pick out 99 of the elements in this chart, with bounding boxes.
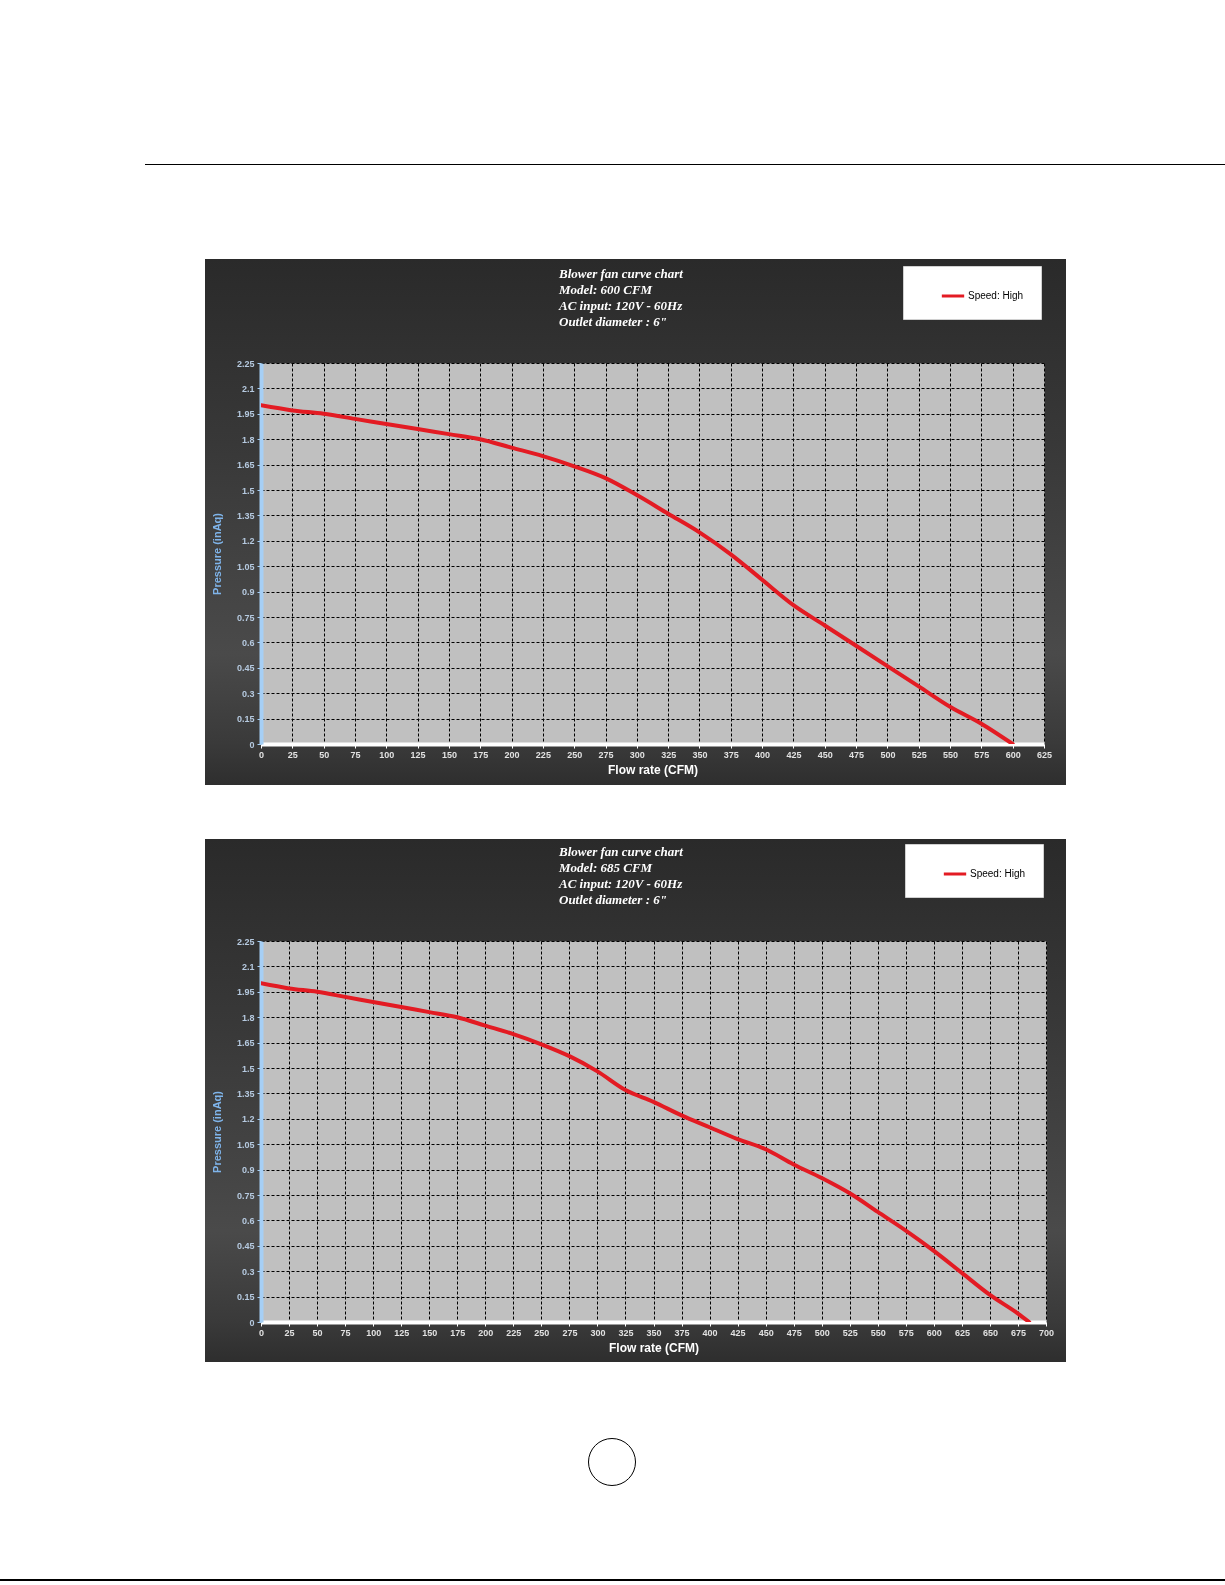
x-tick-label: 375: [723, 749, 739, 760]
y-tick-label: 0.15: [236, 714, 255, 725]
y-tick-label: 1.8: [241, 434, 255, 445]
x-tick-label: 500: [814, 1327, 830, 1338]
y-tick-label: 1.2: [241, 1114, 255, 1125]
x-tick-label: 275: [598, 749, 614, 760]
x-tick-label: 50: [312, 1327, 323, 1338]
y-tick-label: 0.3: [241, 688, 255, 699]
y-axis-title: Pressure (inAq): [210, 512, 223, 595]
x-tick-label: 350: [692, 749, 708, 760]
y-tick-label: 1.8: [241, 1012, 255, 1023]
x-tick-label: 250: [534, 1327, 550, 1338]
y-tick-label: 2.25: [236, 936, 255, 947]
x-tick-label: 525: [842, 1327, 858, 1338]
y-tick-label: 0.45: [236, 1241, 255, 1252]
line-series: [261, 981, 1032, 1322]
x-tick-label: 600: [926, 1327, 942, 1338]
y-tick-label: 0: [249, 1317, 255, 1328]
y-tick-label: 0.75: [236, 612, 255, 623]
x-tick-label: 550: [943, 749, 959, 760]
x-tick-label: 625: [1036, 749, 1053, 760]
x-tick-label: 100: [366, 1327, 382, 1338]
x-tick-label: 500: [880, 749, 896, 760]
x-tick-label: 700: [1038, 1327, 1055, 1338]
y-axis-title: Pressure (inAq): [210, 1090, 223, 1173]
y-tick-label: 1.05: [236, 561, 255, 572]
y-tick-label: 1.5: [241, 485, 255, 496]
x-tick-label: 675: [1010, 1327, 1026, 1338]
x-tick-label: 25: [284, 1327, 295, 1338]
y-tick-label: 1.05: [236, 1139, 255, 1150]
y-tick-label: 2.1: [241, 383, 255, 394]
x-tick-label: 300: [629, 749, 645, 760]
y-tick-label: 0.6: [241, 1215, 255, 1226]
chart-title: Blower fan curve chart: [558, 265, 684, 281]
x-tick-label: 475: [786, 1327, 802, 1338]
x-tick-label: 0: [258, 1327, 265, 1338]
x-tick-label: 325: [661, 749, 677, 760]
y-tick-label: 0.3: [241, 1266, 255, 1277]
y-tick-label: 0.45: [236, 663, 255, 674]
legend-label: Speed: High: [970, 868, 1026, 879]
x-tick-label: 75: [350, 749, 361, 760]
y-tick-label: 0.75: [236, 1190, 255, 1201]
x-tick-label: 100: [379, 749, 395, 760]
x-tick-label: 425: [730, 1327, 746, 1338]
x-tick-label: 400: [755, 749, 771, 760]
y-tick-label: 1.95: [236, 987, 255, 998]
x-tick-label: 425: [786, 749, 802, 760]
chart-subtitle: Model: 685 CFM AC input: 120V - 60Hz Outlet diameter : 6": [558, 859, 684, 907]
x-tick-label: 225: [535, 749, 551, 760]
x-tick-label: 450: [817, 749, 833, 760]
x-tick-label: 650: [982, 1327, 998, 1338]
legend-label: Speed: High: [968, 290, 1024, 301]
chart-title: Blower fan curve chart: [558, 843, 684, 859]
y-tick-label: 1.95: [236, 409, 255, 420]
x-tick-label: 550: [870, 1327, 886, 1338]
x-tick-label: 525: [911, 749, 927, 760]
y-tick-label: 1.2: [241, 536, 255, 547]
y-tick-label: 0.15: [236, 1292, 255, 1303]
x-tick-label: 200: [478, 1327, 494, 1338]
x-tick-label: 275: [562, 1327, 578, 1338]
y-tick-label: 1.5: [241, 1063, 255, 1074]
x-tick-label: 200: [504, 749, 520, 760]
x-tick-label: 375: [674, 1327, 690, 1338]
x-tick-label: 50: [319, 749, 330, 760]
x-axis-title: Flow rate (CFM): [608, 762, 698, 777]
y-tick-label: 1.65: [236, 460, 255, 471]
y-tick-label: 2.1: [241, 961, 255, 972]
y-tick-label: 0.6: [241, 637, 255, 648]
x-tick-label: 175: [450, 1327, 466, 1338]
x-tick-label: 0: [258, 749, 265, 760]
x-tick-label: 125: [410, 749, 426, 760]
x-tick-label: 400: [702, 1327, 718, 1338]
x-tick-label: 350: [646, 1327, 662, 1338]
x-tick-label: 625: [954, 1327, 970, 1338]
y-tick-label: 1.35: [236, 510, 255, 521]
y-tick-label: 0.9: [241, 587, 255, 598]
x-tick-label: 575: [974, 749, 990, 760]
x-tick-label: 75: [340, 1327, 351, 1338]
x-tick-label: 150: [422, 1327, 438, 1338]
y-tick-label: 1.65: [236, 1038, 255, 1049]
x-tick-label: 125: [394, 1327, 410, 1338]
x-tick-label: 250: [567, 749, 583, 760]
y-tick-label: 0.9: [241, 1165, 255, 1176]
x-tick-label: 225: [506, 1327, 522, 1338]
x-tick-label: 475: [849, 749, 865, 760]
x-tick-label: 175: [473, 749, 489, 760]
y-tick-label: 0: [249, 739, 255, 750]
x-axis-title: Flow rate (CFM): [609, 1340, 699, 1355]
x-tick-label: 450: [758, 1327, 774, 1338]
x-tick-label: 575: [898, 1327, 914, 1338]
line-series: [261, 403, 1015, 744]
x-tick-label: 325: [618, 1327, 634, 1338]
x-tick-label: 25: [287, 749, 298, 760]
chart-subtitle: Model: 600 CFM AC input: 120V - 60Hz Outlet diameter : 6": [558, 281, 684, 329]
x-tick-label: 300: [590, 1327, 606, 1338]
y-tick-label: 1.35: [236, 1088, 255, 1099]
x-tick-label: 150: [441, 749, 457, 760]
x-tick-label: 600: [1005, 749, 1021, 760]
y-tick-label: 2.25: [236, 358, 255, 369]
